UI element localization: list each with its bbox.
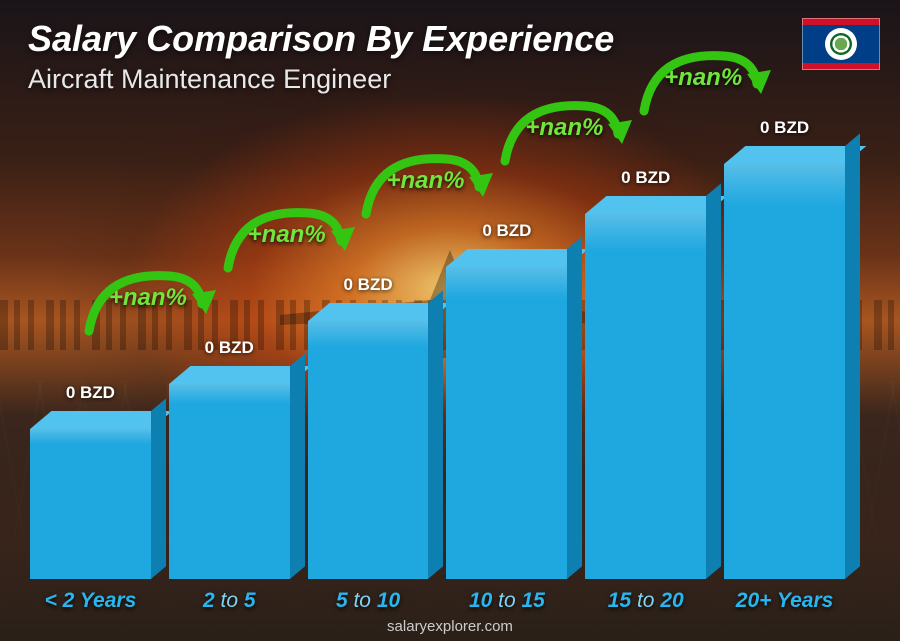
bar-chart: 0 BZD0 BZD+nan% 0 BZD+nan% 0 BZD+nan% 0 … (30, 139, 845, 579)
bar-value-label: 0 BZD (585, 168, 706, 188)
bar-value-label: 0 BZD (30, 383, 151, 403)
delta-label: +nan% (525, 114, 603, 142)
bar-group: 0 BZD+nan% (724, 164, 845, 579)
category-label: 5 to 10 (308, 589, 429, 613)
bar (585, 214, 706, 579)
bar-group: 0 BZD (30, 429, 151, 579)
bar-value-label: 0 BZD (724, 118, 845, 138)
delta-label: +nan% (248, 221, 326, 249)
category-label: 15 to 20 (585, 589, 706, 613)
bar-value-label: 0 BZD (169, 338, 290, 358)
flag-emblem (825, 28, 857, 60)
bar-side-face (706, 183, 721, 579)
bar-side-face (151, 398, 166, 579)
header: Salary Comparison By Experience Aircraft… (28, 18, 872, 95)
category-label: < 2 Years (30, 589, 151, 613)
category-labels: < 2 Years 2 to 5 5 to 10 10 to 15 15 to 20 20… (30, 589, 845, 613)
bar-value-label: 0 BZD (308, 275, 429, 295)
bar (308, 321, 429, 579)
bar-side-face (428, 290, 443, 579)
bar-front (446, 267, 567, 579)
bar (30, 429, 151, 579)
chart-subtitle: Aircraft Maintenance Engineer (28, 64, 872, 95)
bar-group: 0 BZD+nan% (308, 321, 429, 579)
bar (724, 164, 845, 579)
bar (169, 384, 290, 579)
category-label: 10 to 15 (446, 589, 567, 613)
bar-group: 0 BZD+nan% (446, 267, 567, 579)
bar-side-face (567, 236, 582, 579)
bar-group: 0 BZD+nan% (585, 214, 706, 579)
category-label: 20+ Years (724, 589, 845, 613)
chart-title: Salary Comparison By Experience (28, 18, 872, 60)
delta-label: +nan% (109, 284, 187, 312)
delta-label: +nan% (386, 167, 464, 195)
category-label: 2 to 5 (169, 589, 290, 613)
bar-group: 0 BZD+nan% (169, 384, 290, 579)
flag-belize (802, 18, 880, 70)
bar-front (169, 384, 290, 579)
bar-front (308, 321, 429, 579)
footer-credit: salaryexplorer.com (0, 618, 900, 635)
bar-front (585, 214, 706, 579)
delta-label: +nan% (664, 64, 742, 92)
bar-front (30, 429, 151, 579)
bar (446, 267, 567, 579)
bar-side-face (290, 353, 305, 579)
bar-value-label: 0 BZD (446, 221, 567, 241)
bar-side-face (845, 133, 860, 579)
bar-front (724, 164, 845, 579)
